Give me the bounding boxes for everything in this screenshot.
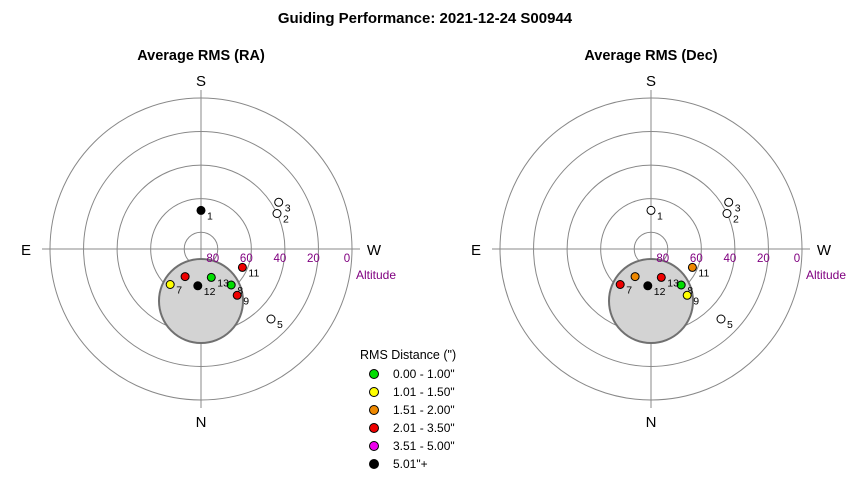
data-point: [687, 262, 697, 272]
point-label: 11: [248, 267, 259, 279]
legend: RMS Distance (") 0.00 - 1.00" 1.01 - 1.50…: [360, 348, 456, 473]
point-label: 13: [217, 277, 229, 289]
legend-swatch: [369, 369, 379, 379]
direction-label-right: W: [367, 242, 382, 259]
legend-item: 5.01"+: [360, 455, 456, 473]
legend-item: 1.51 - 2.00": [360, 401, 456, 419]
altitude-tick-label: 20: [307, 253, 320, 265]
legend-items: 0.00 - 1.00" 1.01 - 1.50" 1.51 - 2.00" 2.01…: [360, 365, 456, 473]
legend-label: 0.00 - 1.00": [393, 367, 455, 381]
data-point: [682, 290, 692, 300]
data-point: [716, 314, 726, 324]
data-point: [232, 290, 242, 300]
altitude-tick-label: 40: [723, 253, 736, 265]
legend-item: 3.51 - 5.00": [360, 437, 456, 455]
data-point: [724, 197, 734, 207]
legend-item: 1.01 - 1.50": [360, 383, 456, 401]
altitude-tick-label: 60: [690, 253, 703, 265]
altitude-tick-label: 0: [794, 253, 800, 265]
point-label: 7: [626, 285, 632, 297]
legend-label: 3.51 - 5.00": [393, 439, 455, 453]
data-point: [722, 209, 732, 218]
data-point: [165, 280, 175, 289]
data-point: [630, 272, 640, 282]
point-label: 1: [657, 210, 663, 222]
point-label: 9: [693, 295, 699, 307]
point-label: 11: [698, 267, 709, 279]
data-point: [180, 272, 190, 282]
point-label: 5: [277, 319, 283, 331]
data-point: [206, 272, 216, 282]
data-point: [196, 205, 206, 215]
legend-title: RMS Distance ("): [360, 348, 457, 362]
legend-label: 1.01 - 1.50": [393, 385, 455, 399]
direction-label-right: W: [817, 242, 832, 259]
point-label: 12: [204, 286, 216, 298]
legend-swatch: [369, 459, 379, 469]
data-point: [226, 280, 236, 290]
altitude-tick-label: 0: [344, 253, 350, 265]
point-label: 8: [237, 285, 243, 297]
direction-label-bottom: N: [196, 414, 207, 431]
altitude-axis-label: Altitude: [806, 268, 846, 282]
legend-swatch: [369, 405, 379, 415]
data-point: [643, 281, 653, 291]
point-label: 12: [654, 286, 666, 298]
point-label: 2: [733, 214, 739, 226]
point-label: 2: [283, 214, 289, 226]
point-label: 7: [176, 285, 182, 297]
data-point: [656, 272, 666, 282]
altitude-tick-label: 60: [240, 253, 253, 265]
legend-swatch: [369, 423, 379, 433]
plot-subtitle: Average RMS (RA): [137, 48, 265, 64]
point-label: 9: [243, 295, 249, 307]
data-point: [676, 280, 686, 290]
point-label: 3: [285, 202, 291, 214]
altitude-tick-label: 20: [757, 253, 770, 265]
zenith-disk: [608, 258, 694, 344]
zenith-disk: [158, 258, 244, 344]
chart-title: Guiding Performance: 2021-12-24 S00944: [277, 10, 573, 27]
point-label: 5: [727, 319, 733, 331]
altitude-tick-label: 80: [656, 253, 669, 265]
legend-swatch: [369, 387, 379, 397]
data-point: [615, 280, 625, 289]
data-point: [237, 262, 247, 272]
direction-label-left: E: [21, 242, 31, 259]
direction-label-left: E: [471, 242, 481, 259]
point-label: 13: [667, 277, 679, 289]
data-point: [193, 281, 203, 291]
altitude-tick-label: 40: [273, 253, 286, 265]
legend-label: 2.01 - 3.50": [393, 421, 455, 435]
legend-label: 5.01"+: [393, 457, 428, 471]
data-point: [272, 209, 282, 218]
data-point: [274, 197, 284, 207]
direction-label-top: S: [196, 73, 206, 90]
data-point: [266, 314, 276, 324]
legend-item: 0.00 - 1.00": [360, 365, 456, 383]
direction-label-top: S: [646, 73, 656, 90]
point-label: 3: [735, 202, 741, 214]
direction-label-bottom: N: [646, 414, 657, 431]
data-point: [646, 205, 656, 215]
altitude-axis-label: Altitude: [356, 268, 396, 282]
plot-subtitle: Average RMS (Dec): [584, 48, 717, 64]
legend-item: 2.01 - 3.50": [360, 419, 456, 437]
point-label: 1: [207, 210, 213, 222]
point-label: 8: [687, 285, 693, 297]
altitude-tick-label: 80: [206, 253, 219, 265]
legend-label: 1.51 - 2.00": [393, 403, 455, 417]
legend-swatch: [369, 441, 379, 451]
